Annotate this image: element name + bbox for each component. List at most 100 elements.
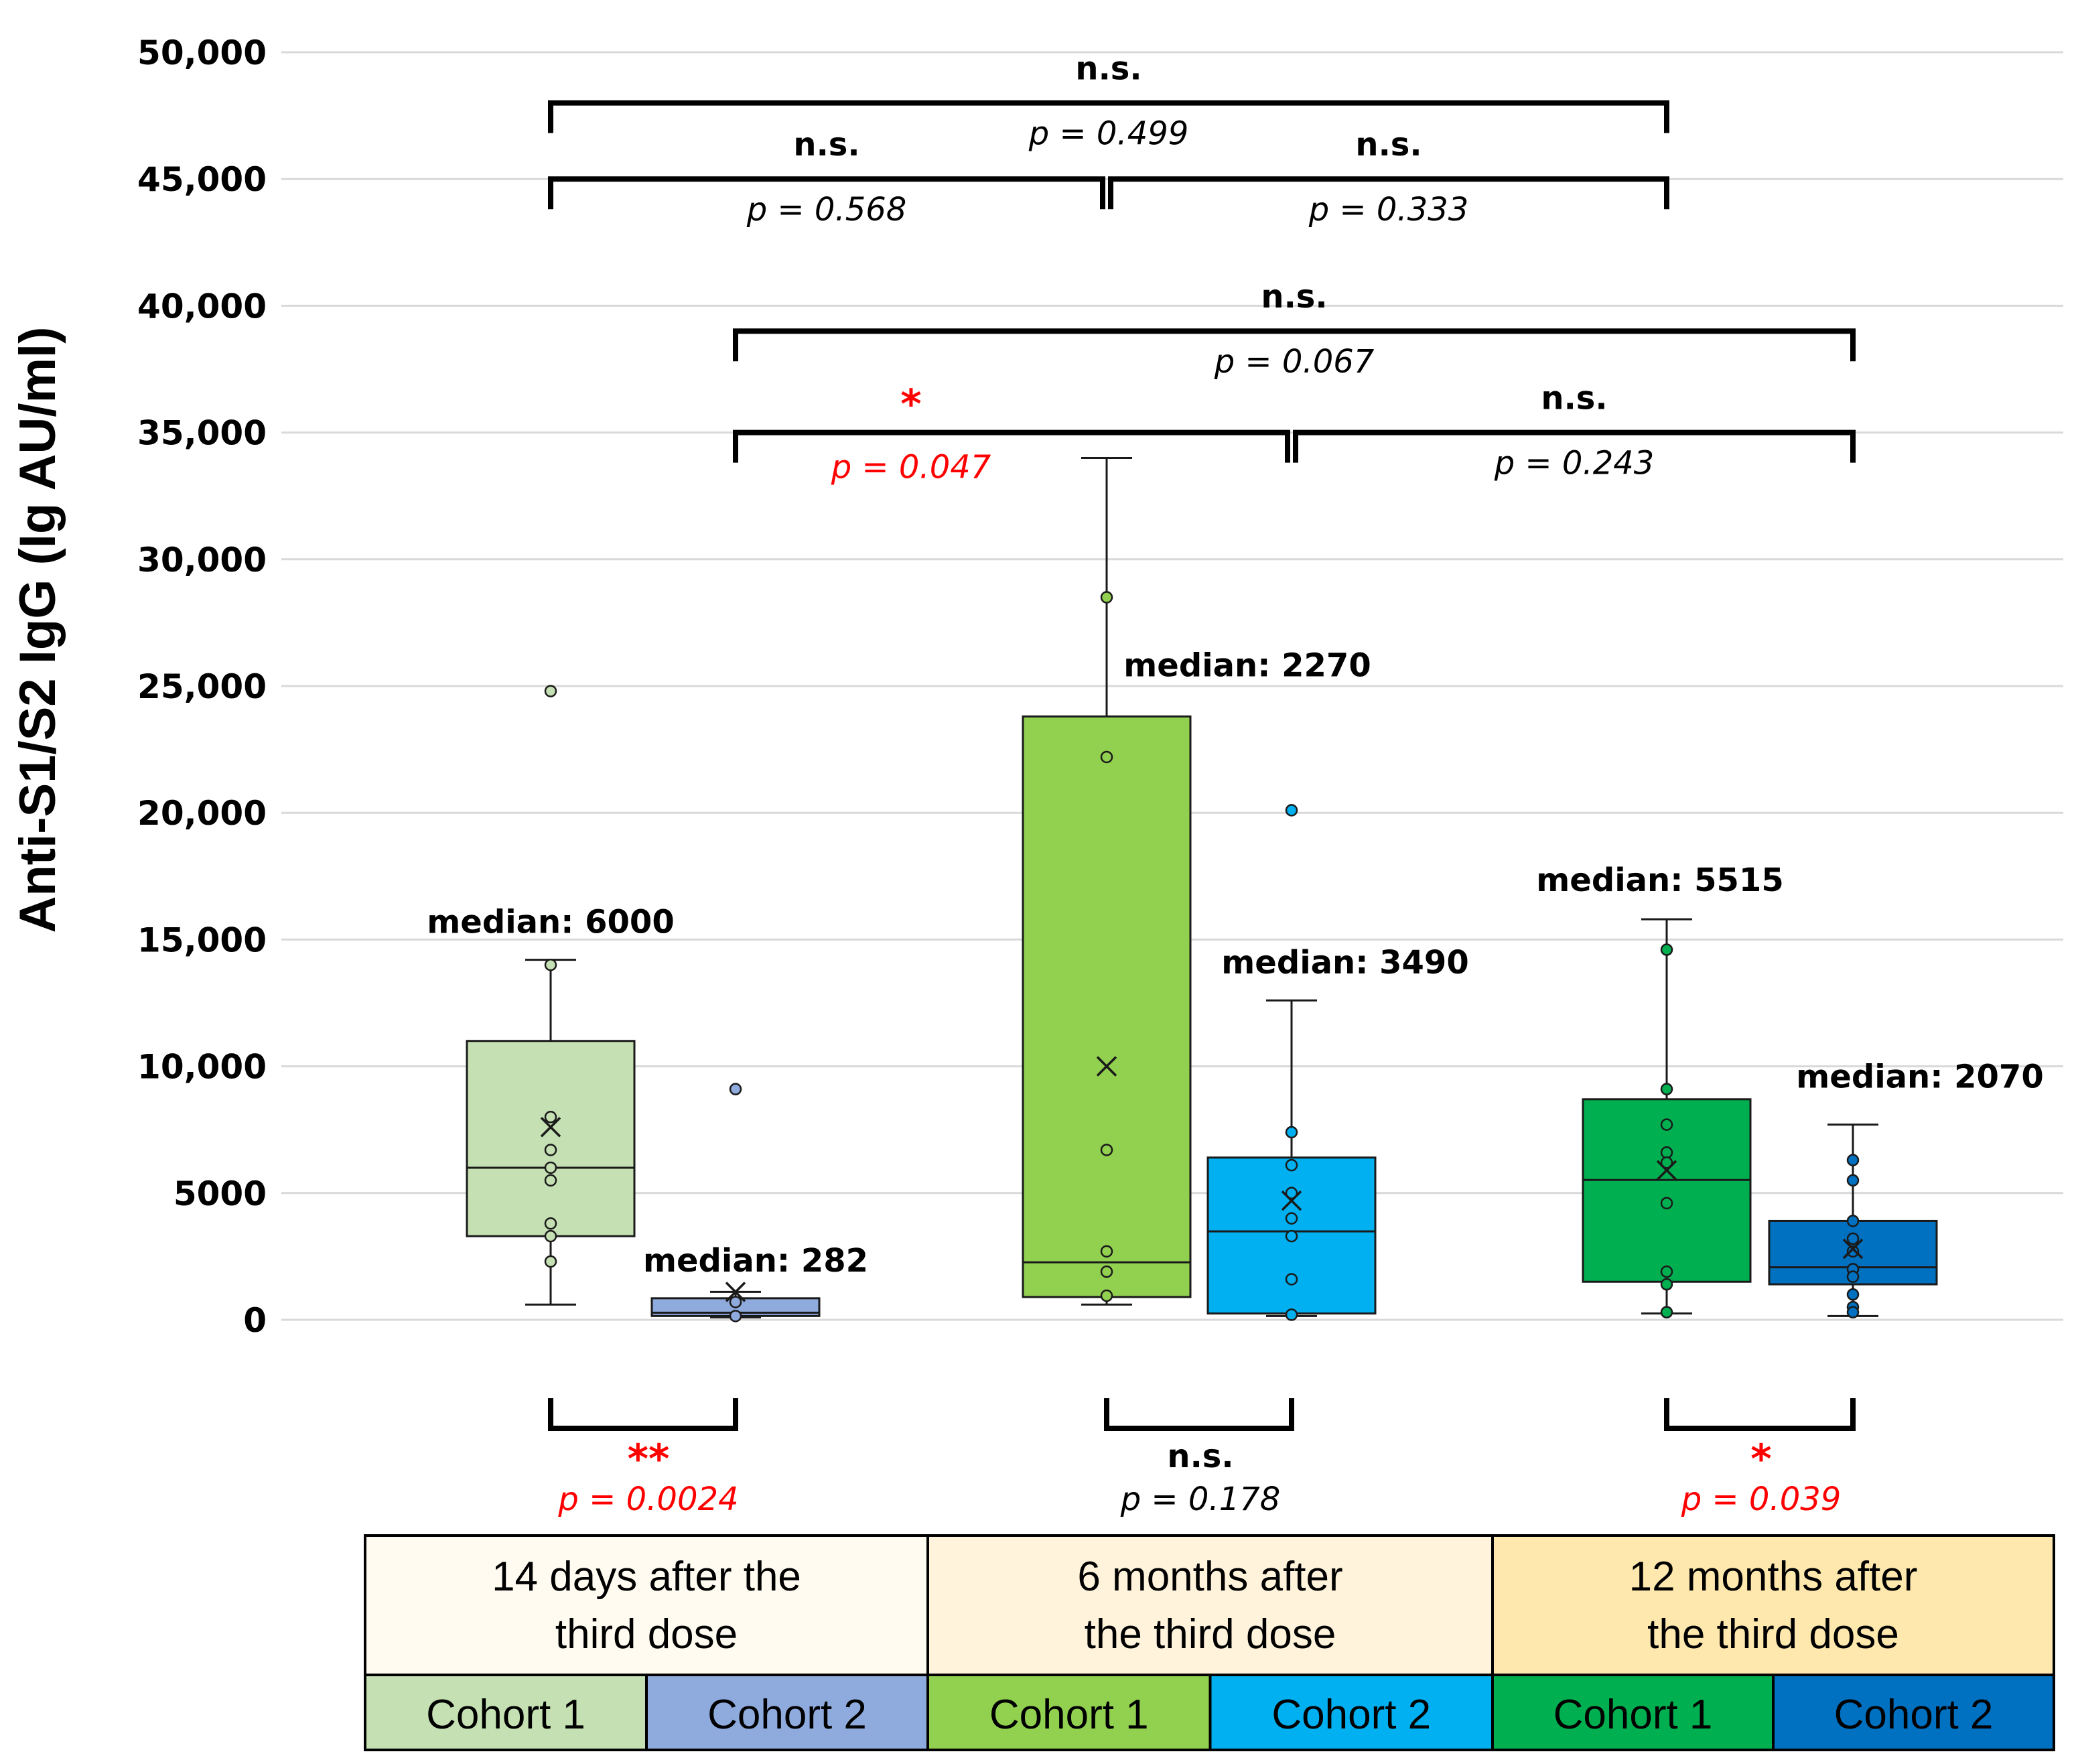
data-point [1660,943,1673,956]
significance-mark: * [900,381,921,428]
p-value: p = 0.0024 [557,1481,738,1518]
cohort-cell: Cohort 1 [926,1674,1212,1751]
significance-mark: n.s. [1167,1438,1233,1475]
cohort-cell: Cohort 2 [645,1674,929,1751]
box-iqr [1022,715,1192,1298]
bracket-line [548,176,1105,210]
data-point [544,1174,557,1187]
data-point [1846,1232,1860,1245]
group-header-text: 6 months after [1077,1554,1342,1600]
cohort-cell: Cohort 1 [364,1674,648,1751]
data-point [544,1255,557,1268]
y-tick-label: 15,000 [137,921,267,959]
cohort-label: Cohort 1 [989,1692,1149,1738]
significance-mark: n.s. [1541,380,1607,417]
y-tick-label: 5000 [174,1174,267,1213]
group-header-cell: 12 months after the third dose [1491,1534,2055,1676]
y-tick-label: 20,000 [137,794,267,833]
p-value: p = 0.243 [1494,445,1655,482]
bracket-line [733,429,1290,463]
cohort-label: Cohort 2 [707,1692,867,1738]
p-value: p = 0.039 [1681,1481,1842,1518]
data-point [1285,1126,1298,1139]
comparison-bracket: n.s. p = 0.333 [1108,126,1669,228]
data-point [1846,1288,1860,1301]
p-value: p = 0.067 [1214,343,1375,381]
data-point [1660,1146,1673,1159]
data-point [1846,1215,1860,1227]
data-point [1285,1308,1298,1321]
data-point [729,1083,742,1095]
y-tick-label: 50,000 [137,33,267,72]
y-tick-label: 0 [243,1301,267,1340]
mean-marker [1842,1238,1864,1260]
cohort-cell-bg [1772,1674,2055,1751]
p-value: p = 0.499 [1028,115,1189,153]
bracket-line [1104,1398,1294,1431]
data-point [1100,1265,1113,1278]
data-point [1285,1158,1298,1172]
bracket-line [548,1398,738,1431]
mean-marker [725,1282,746,1302]
data-point [1846,1270,1860,1283]
y-tick-label: 10,000 [137,1048,267,1087]
data-point [544,958,557,971]
comparison-bracket: n.s. p = 0.568 [548,126,1105,228]
box-cohort-2-group-0: median: 282 [643,1083,868,1322]
bracket-line [1664,1398,1856,1431]
p-value: p = 0.568 [746,191,907,228]
data-point [1846,1245,1860,1258]
data-point [1100,591,1113,604]
bracket-line [548,100,1669,133]
data-point [1660,1306,1673,1318]
data-point [729,1296,742,1308]
data-point [544,1111,557,1124]
data-point [1660,1197,1673,1210]
mean-marker [540,1117,561,1138]
mean-marker [1656,1160,1677,1180]
comparison-bracket: * p = 0.047 [733,381,1290,486]
group-header-text: third dose [555,1611,738,1657]
data-point [544,685,557,697]
data-point [1100,1289,1113,1302]
y-axis-label: Anti-S1/S2 IgG (Ig AU/ml) [9,327,66,933]
group-header-cell: 6 months after the third dose [926,1534,1494,1676]
significance-brackets-bottom: **p = 0.0024 n.s. p = 0.178 *p = 0.039 [548,1398,1856,1518]
median-label: median: 282 [643,1242,868,1280]
data-point [1100,1245,1113,1258]
group-header-text: the third dose [1647,1611,1899,1657]
y-tick-label: 25,000 [137,667,267,706]
box-iqr [466,1040,636,1237]
p-value: p = 0.333 [1308,191,1469,228]
group-header-text: 14 days after the [492,1554,801,1600]
data-point [1660,1118,1673,1131]
box-cohort-1-group-2: median: 5515 [1536,862,1784,1318]
data-point [729,1310,742,1322]
data-point [1100,750,1113,764]
comparison-bracket: n.s. p = 0.067 [733,278,1856,381]
median-label: median: 2270 [1123,647,1371,684]
group-header-cell: 14 days after the third dose [364,1534,929,1676]
significance-mark: n.s. [1355,126,1422,163]
cohort-cell-bg [926,1674,1212,1751]
significance-mark: n.s. [1261,278,1327,316]
cohort-cell: Cohort 2 [1208,1674,1494,1751]
comparison-bracket-bottom: **p = 0.0024 [548,1398,739,1518]
y-tick-label: 35,000 [137,414,267,453]
comparison-bracket-bottom: n.s. p = 0.178 [1104,1398,1294,1518]
cohort-label: Cohort 2 [1834,1692,1994,1738]
median-label: median: 5515 [1536,862,1783,899]
box-cohort-1-group-1: median: 2270 [1022,456,1371,1306]
data-point [1660,1278,1673,1291]
cohort-label: Cohort 2 [1271,1692,1431,1738]
data-point [1660,1083,1673,1095]
y-tick-label: 40,000 [137,287,267,326]
significance-mark: n.s. [793,126,859,163]
box-cohort-1-group-0: median: 6000 [427,685,675,1306]
cohort-cell: Cohort 1 [1491,1674,1775,1751]
bracket-line [733,328,1856,362]
cohort-label: Cohort 1 [426,1692,585,1738]
group-header-text: the third dose [1085,1611,1336,1657]
data-point [1285,804,1298,817]
